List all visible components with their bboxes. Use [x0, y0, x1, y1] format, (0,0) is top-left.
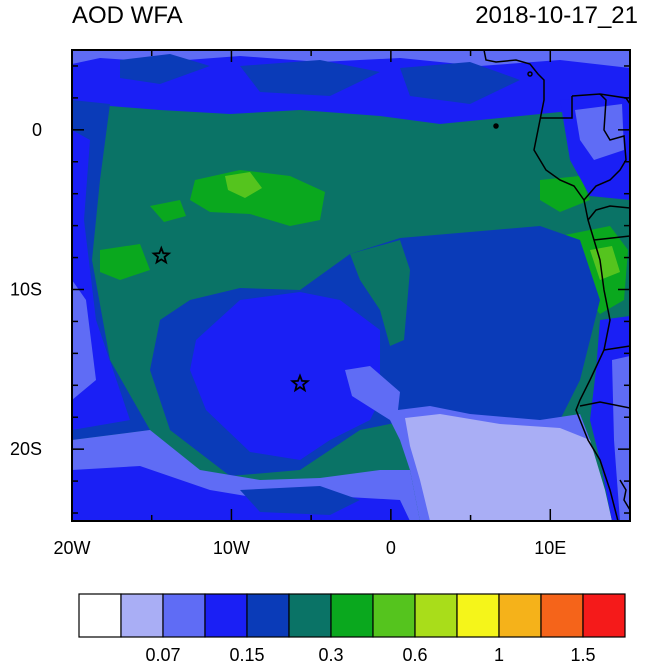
site-marker-south [290, 373, 311, 393]
colorbar-swatch [330, 593, 374, 638]
colorbar-swatch [204, 593, 248, 638]
colorbar-label: 0.07 [145, 645, 180, 665]
colorbar-swatch [582, 593, 626, 638]
colorbar-label: 1.5 [570, 645, 595, 665]
x-tick-label: 10E [534, 538, 566, 558]
tick-marks [71, 50, 631, 521]
y-tick-label: 10S [10, 279, 42, 299]
colorbar-label: 1 [494, 645, 504, 665]
coastline [483, 50, 630, 521]
colorbar-swatch [414, 593, 458, 638]
site-marker-north [151, 245, 172, 265]
plot-frame [71, 49, 631, 522]
colorbar: 0.07 0.15 0.3 0.6 1 1.5 [78, 593, 626, 665]
colorbar-swatch [498, 593, 542, 638]
colorbar-swatch [288, 593, 332, 638]
colorbar-swatch [246, 593, 290, 638]
colorbar-label: 0.15 [229, 645, 264, 665]
site-markers [151, 245, 311, 393]
colorbar-swatch [456, 593, 500, 638]
colorbar-swatch [162, 593, 206, 638]
x-tick-label: 0 [386, 538, 396, 558]
colorbar-swatch [78, 593, 122, 638]
colorbar-swatch [372, 593, 416, 638]
colorbar-label: 0.6 [402, 645, 427, 665]
x-tick-label: 20W [53, 538, 90, 558]
y-tick-label: 20S [10, 439, 42, 459]
x-tick-label: 10W [213, 538, 250, 558]
aod-field [72, 50, 630, 521]
tick-labels: 20W 10W 0 10E 0 10S 20S [10, 120, 566, 558]
map-title: AOD WFA [72, 2, 183, 29]
colorbar-swatch [540, 593, 584, 638]
y-tick-label: 0 [32, 120, 42, 140]
colorbar-swatch [120, 593, 164, 638]
colorbar-label: 0.3 [318, 645, 343, 665]
map-timestamp: 2018-10-17_21 [475, 2, 638, 29]
